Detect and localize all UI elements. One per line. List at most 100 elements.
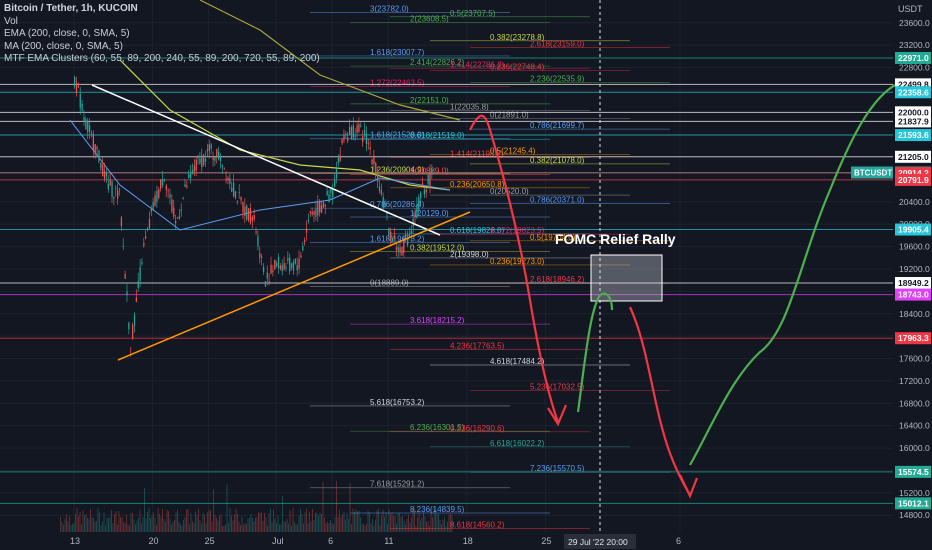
candle-body [189,172,192,179]
volume-bar [267,525,268,532]
volume-bar [235,508,237,532]
volume-bar [201,523,202,532]
volume-bar [442,519,444,532]
volume-bar [393,515,394,532]
volume-bar [97,508,99,532]
candle-body [193,165,196,172]
volume-bar [259,512,261,532]
volume-bar [144,487,145,532]
volume-bar [369,512,370,532]
candle-body [423,189,426,195]
volume-bar [360,517,361,532]
candle-body [386,213,388,215]
volume-bar [378,508,379,532]
volume-bar [343,511,345,532]
price-marker-text: 22358.6 [898,87,929,97]
candle-body [365,133,368,144]
volume-bar [91,517,93,532]
price-axis[interactable]: 23600.023200.022800.022400.022000.021600… [851,0,932,550]
volume-bar [310,521,312,532]
candle-body [165,185,167,190]
candle-body [315,208,317,217]
volume-bar [313,520,315,532]
candle-body [212,157,214,160]
candle-body [161,179,164,186]
volume-bar [135,524,136,532]
volume-bar [237,513,238,532]
candle-body [175,220,177,224]
volume-bar [372,518,373,532]
candle-body [311,211,313,215]
time-axis-bg [0,532,893,550]
time-tick-label: 18 [463,536,473,546]
volume-bar [438,513,439,532]
candle-body [382,197,384,209]
volume-bar [96,521,97,532]
candle-body [199,158,201,164]
candle-body [333,179,336,187]
candle-body [87,122,89,133]
fib-label: 6.236(16301.5) [410,423,465,432]
candle-body [204,159,207,162]
time-tick-label: 11 [384,536,393,546]
candle-body [390,231,392,242]
volume-bar [196,515,198,532]
candle-body [343,134,345,141]
fib-label: 2(23608.5) [410,14,449,23]
price-marker-text: 20914.2 [898,168,929,178]
price-tick-label: 20400.0 [899,197,930,207]
time-tick-label: 6 [328,536,333,546]
fib-label: 2.618(23159.0) [530,39,585,48]
price-tick-label: 19600.0 [899,242,930,252]
candle-body [251,216,253,221]
fib-label: 1.618(23007.7) [370,48,425,57]
volume-indicator-label[interactable]: Vol [4,15,18,27]
volume-bar [384,516,385,532]
time-axis[interactable]: 13 20 25 Jul 6 11 18 25 6 29 Jul '22 20:00 [0,532,893,550]
candle-body [117,190,119,199]
symbol-title[interactable]: Bitcoin / Tether, 1h, KUCOIN [4,3,138,14]
ema-indicator-label[interactable]: EMA (200, close, 0, SMA, 5) [4,28,130,39]
candle-body [262,266,265,273]
price-marker-bg [895,106,931,119]
volume-bar [256,517,258,532]
candle-body [98,150,100,162]
volume-bar [316,513,318,532]
candle-body [128,322,130,330]
symbol-tag-bg [851,166,893,179]
volume-bar [70,525,72,532]
volume-bar [328,522,330,532]
candle-body [367,142,369,144]
price-tick-label: 15200.0 [899,488,930,498]
volume-bar [349,483,351,532]
volume-bar [441,524,442,532]
candle-body [191,170,194,175]
candle-body [337,157,340,163]
candle-body [146,227,149,229]
candle-body [74,76,76,87]
candle-body [171,199,173,212]
volume-bar [285,521,286,532]
mtf-ema-indicator-label[interactable]: MTF EMA Clusters (60, 55, 89, 200, 240, … [4,53,320,64]
volume-bar [66,514,67,532]
volume-bar [82,510,84,532]
volume-bar [312,508,313,532]
currency-label: USDT [898,4,923,14]
candle-body [242,202,244,213]
volume-bar [219,515,220,532]
volume-bar [450,514,451,532]
fib-label: 1(22035.8) [450,102,489,111]
candle-body [75,83,78,93]
candle-body [221,165,224,167]
ma-indicator-label[interactable]: MA (200, close, 0, SMA, 5) [4,40,123,52]
fib-label: 0.5(19704.0) [530,233,576,242]
candle-body [287,258,289,261]
candle-body [124,274,126,279]
volume-bar [133,519,135,532]
candle-body [418,197,420,211]
candle-body [225,178,227,180]
candle-body [216,148,218,157]
candle-body [234,191,237,198]
fib-label: 5.236(17032.5) [530,382,585,391]
